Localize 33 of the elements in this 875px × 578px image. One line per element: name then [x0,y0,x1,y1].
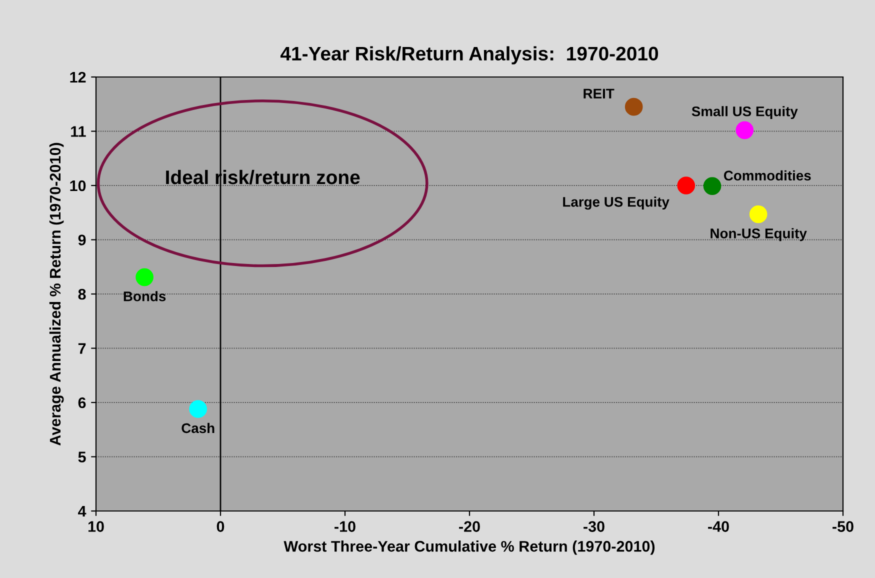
point [703,177,722,195]
series-label: Non-US Equity [710,228,807,242]
point [624,98,643,116]
y-tick-label: 8 [78,288,86,300]
point [189,400,207,418]
y-tick-label: 11 [71,126,86,137]
series-label: Commodities [724,170,811,181]
y-tick-label: 7 [78,343,86,354]
x-tick-label: -30 [584,521,604,532]
series-label: Cash [182,422,214,434]
point [749,205,768,224]
x-tick-label: 0 [216,521,224,532]
y-tick-label: 6 [78,397,86,408]
y-tick-label: 10 [70,180,86,192]
y-axis-title: Average Annualized % Return (1970-2010) [49,142,64,446]
point [736,121,754,140]
x-tick-label: -40 [708,521,729,532]
x-axis-title: Worst Three-Year Cumulative % Return (1970-2010) [284,540,655,555]
series-label: Small US Equity [692,106,798,120]
series-label: Large US Equity [563,196,670,210]
point [677,176,696,194]
point [136,268,154,286]
y-tick-label: 9 [78,234,86,246]
chart-title: 41-Year Risk/Return Analysis: 1970-2010 [280,46,658,64]
series-label: Bonds [124,291,166,302]
x-tick-label: 10 [88,521,104,532]
y-tick-label: 5 [78,452,86,462]
y-tick-label: 4 [78,506,86,517]
series-label: REIT [584,88,614,98]
y-tick-label: 12 [70,72,86,83]
x-tick-label: -10 [334,521,356,532]
x-tick-label: -50 [832,521,854,532]
x-tick-label: -20 [459,521,480,532]
